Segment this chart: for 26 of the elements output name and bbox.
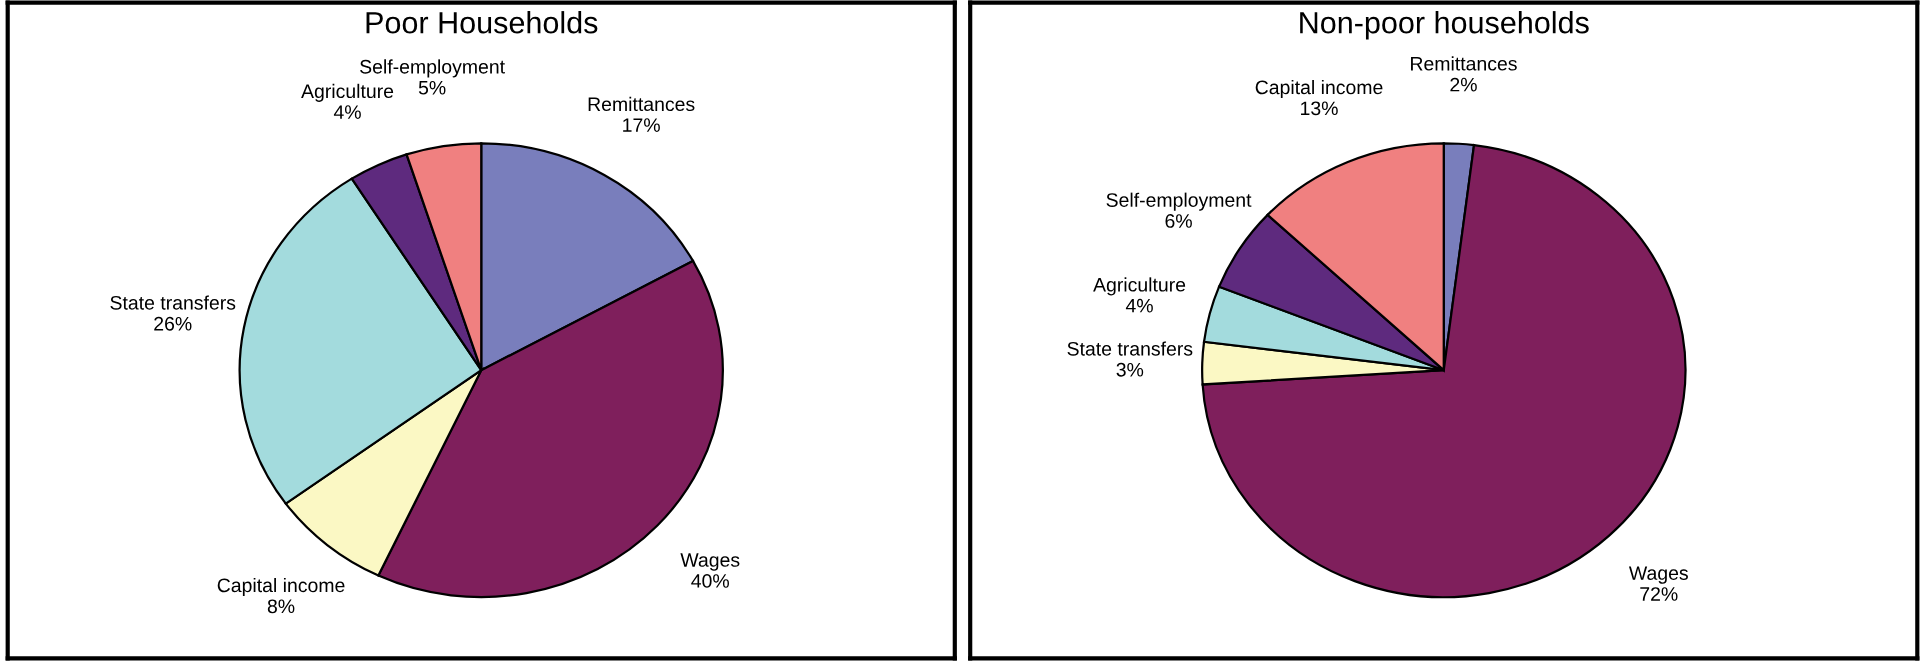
chart-title: Poor Households	[366, 11, 598, 34]
slice-label: Agriculture	[301, 83, 394, 102]
slice-label: State transfers	[110, 295, 236, 310]
data-label: 72%	[1640, 587, 1678, 601]
data-label: 13%	[1301, 101, 1338, 116]
data-label: 5%	[418, 80, 446, 95]
slice-label: Remittances	[588, 96, 695, 112]
data-label: 4%	[333, 105, 361, 119]
slice-label: Self-employment	[360, 59, 505, 78]
chart-title: Non-poor households	[1300, 11, 1589, 40]
data-label: 6%	[1165, 214, 1192, 228]
data-label: 26%	[154, 316, 192, 331]
data-label: 3%	[1116, 362, 1144, 377]
data-label: 4%	[1125, 298, 1153, 313]
slice-label: Self-employment	[1106, 192, 1252, 211]
data-label: 2%	[1450, 77, 1477, 92]
slice-label: Wages	[1628, 566, 1688, 584]
slice-label: Agriculture	[1093, 277, 1186, 296]
slice-label: State transfers	[1067, 341, 1193, 356]
data-label: 8%	[267, 599, 295, 614]
data-label: 17%	[623, 118, 660, 132]
slice-label: Capital income	[1255, 79, 1383, 99]
data-label: 40%	[691, 574, 729, 588]
slice-label: Wages	[680, 553, 740, 571]
slice-label: Capital income	[217, 577, 345, 597]
slice-label: Remittances	[1411, 56, 1517, 71]
